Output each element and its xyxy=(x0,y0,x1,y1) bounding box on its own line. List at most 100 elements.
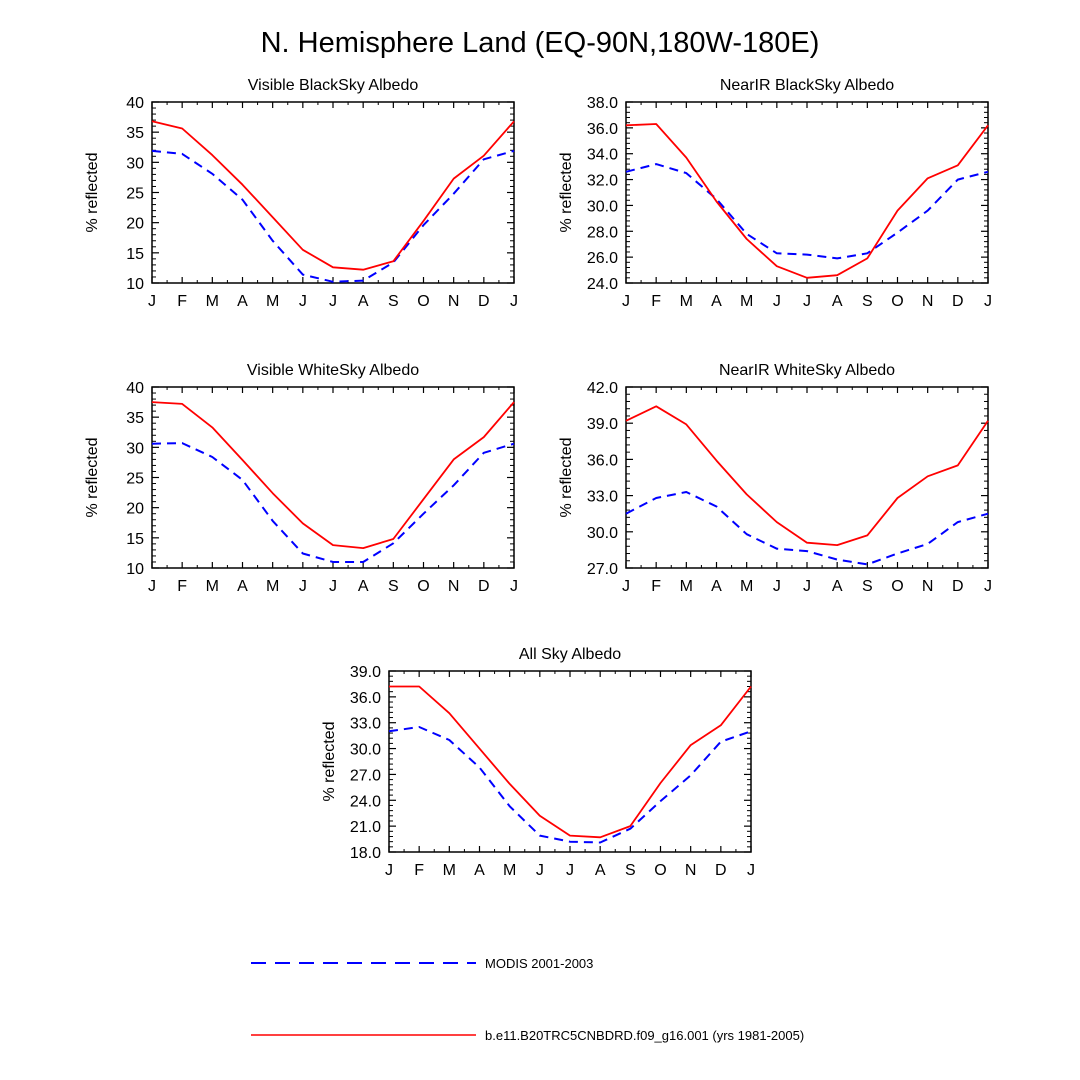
x-tick-label: J xyxy=(329,578,337,595)
x-tick-label: M xyxy=(266,293,279,310)
y-tick-label: 39.0 xyxy=(350,664,381,681)
x-tick-label: O xyxy=(891,578,903,595)
x-tick-label: J xyxy=(984,293,992,310)
y-tick-label: 39.0 xyxy=(587,416,618,433)
plot-frame xyxy=(151,101,515,284)
x-tick-label: S xyxy=(388,293,399,310)
y-axis-label: % reflected xyxy=(558,437,575,517)
y-tick-label: 10 xyxy=(126,561,144,578)
series-line-model xyxy=(625,405,989,546)
legend-label-modis: MODIS 2001-2003 xyxy=(485,956,593,971)
chart-panel-3: Visible WhiteSky Albedo % reflected J F M A M J… xyxy=(84,362,518,595)
x-tick-label: S xyxy=(862,293,873,310)
x-tick-label: D xyxy=(952,293,964,310)
series-line-model xyxy=(389,685,752,839)
x-tick-label: A xyxy=(474,862,485,879)
y-tick-label: 28.0 xyxy=(587,224,618,241)
y-tick-label: 20 xyxy=(126,501,144,518)
x-tick-label: O xyxy=(417,578,429,595)
x-tick-label: S xyxy=(625,862,636,879)
x-tick-label: J xyxy=(773,293,781,310)
x-tick-label: J xyxy=(536,862,544,879)
x-tick-label: N xyxy=(448,578,460,595)
chart-panels: Visible BlackSky Albedo % reflected J F M A M J… xyxy=(84,77,992,879)
x-tick-label: M xyxy=(206,578,219,595)
x-tick-label: J xyxy=(385,862,393,879)
x-tick-label: J xyxy=(148,578,156,595)
y-tick-label: 35 xyxy=(126,410,144,427)
y-tick-label: 24.0 xyxy=(587,276,618,293)
x-tick-label: D xyxy=(715,862,727,879)
series-line-model xyxy=(625,123,989,279)
y-tick-label: 33.0 xyxy=(587,489,618,506)
x-tick-label: M xyxy=(266,578,279,595)
series-line-model xyxy=(151,401,515,549)
x-tick-label: S xyxy=(862,578,873,595)
x-tick-label: F xyxy=(651,578,661,595)
x-tick-label: N xyxy=(922,293,934,310)
x-tick-label: A xyxy=(711,293,722,310)
x-tick-label: M xyxy=(740,578,753,595)
series-line-modis xyxy=(388,726,752,844)
y-tick-label: 30 xyxy=(126,155,144,172)
x-tick-label: M xyxy=(503,862,516,879)
plot-frame xyxy=(625,101,989,284)
x-tick-label: O xyxy=(417,293,429,310)
x-tick-label: M xyxy=(680,293,693,310)
y-tick-label: 30.0 xyxy=(587,198,618,215)
x-tick-label: F xyxy=(177,293,187,310)
panel-title: All Sky Albedo xyxy=(519,646,621,663)
y-tick-label: 10 xyxy=(126,276,144,293)
y-axis-label: % reflected xyxy=(321,721,338,801)
y-tick-label: 32.0 xyxy=(587,173,618,190)
x-tick-label: N xyxy=(685,862,697,879)
x-tick-label: J xyxy=(773,578,781,595)
x-tick-label: A xyxy=(711,578,722,595)
x-tick-label: D xyxy=(478,293,490,310)
y-tick-label: 15 xyxy=(126,246,144,263)
y-tick-label: 40 xyxy=(126,95,144,112)
x-tick-label: J xyxy=(984,578,992,595)
x-tick-label: J xyxy=(803,578,811,595)
x-tick-label: J xyxy=(510,578,518,595)
y-tick-label: 34.0 xyxy=(587,147,618,164)
x-tick-label: A xyxy=(237,293,248,310)
series-line-modis xyxy=(625,491,989,566)
x-tick-label: M xyxy=(680,578,693,595)
series-line-modis xyxy=(151,149,515,283)
chart-panel-4: NearIR WhiteSky Albedo % reflected J F M A M J J… xyxy=(558,362,992,595)
x-tick-label: A xyxy=(358,293,369,310)
x-tick-label: F xyxy=(651,293,661,310)
x-tick-label: J xyxy=(510,293,518,310)
y-tick-label: 26.0 xyxy=(587,250,618,267)
x-tick-label: J xyxy=(299,578,307,595)
x-tick-label: F xyxy=(177,578,187,595)
x-tick-label: A xyxy=(832,293,843,310)
y-axis-label: % reflected xyxy=(84,437,101,517)
y-tick-label: 20 xyxy=(126,216,144,233)
x-tick-label: N xyxy=(448,293,460,310)
x-tick-label: M xyxy=(206,293,219,310)
legend-label-model: b.e11.B20TRC5CNBDRD.f09_g16.001 (yrs 198… xyxy=(485,1028,804,1043)
y-tick-label: 18.0 xyxy=(350,845,381,862)
x-tick-label: J xyxy=(622,578,630,595)
series-line-modis xyxy=(151,442,515,563)
x-tick-label: J xyxy=(566,862,574,879)
y-tick-label: 36.0 xyxy=(587,121,618,138)
y-tick-label: 38.0 xyxy=(587,95,618,112)
x-tick-label: F xyxy=(414,862,424,879)
figure-title: N. Hemisphere Land (EQ-90N,180W-180E) xyxy=(261,27,820,59)
plot-frame xyxy=(151,386,515,569)
x-tick-label: N xyxy=(922,578,934,595)
x-tick-label: J xyxy=(747,862,755,879)
x-tick-label: J xyxy=(329,293,337,310)
plot-frame xyxy=(625,386,989,569)
panel-title: NearIR BlackSky Albedo xyxy=(720,77,894,94)
series-line-model xyxy=(151,120,515,271)
x-tick-label: J xyxy=(148,293,156,310)
x-tick-label: J xyxy=(299,293,307,310)
y-tick-label: 30 xyxy=(126,440,144,457)
panel-title: NearIR WhiteSky Albedo xyxy=(719,362,895,379)
